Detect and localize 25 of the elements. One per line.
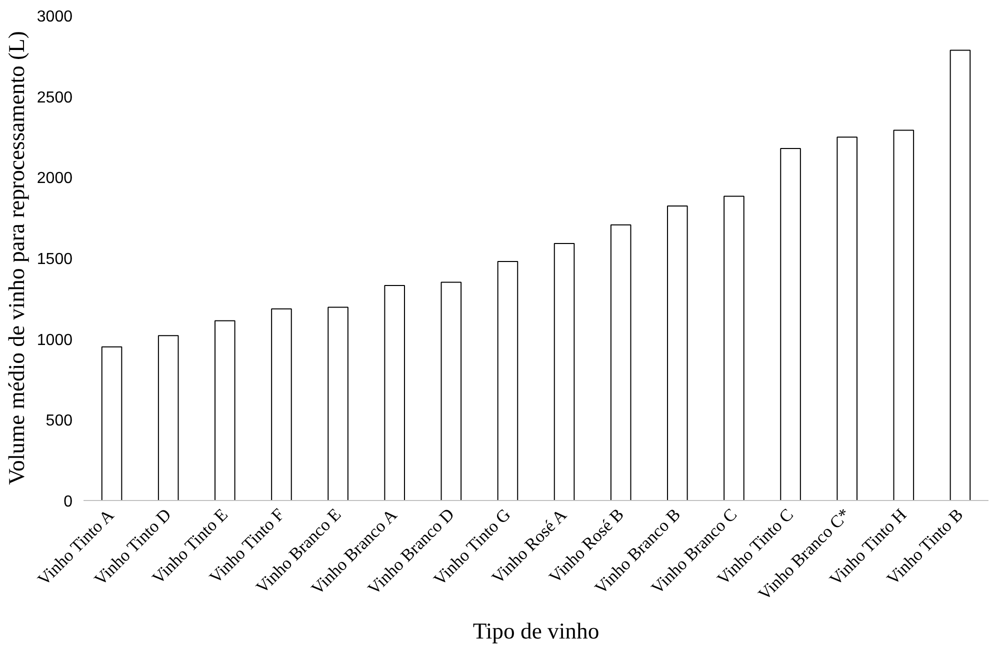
y-axis-title: Volume médio de vinho para reprocessamento (L) — [4, 31, 29, 485]
bar — [214, 320, 236, 500]
y-tick-label: 2000 — [36, 170, 73, 188]
bar — [893, 130, 914, 500]
bar — [780, 148, 801, 500]
bar — [158, 335, 179, 500]
bar — [667, 205, 688, 500]
bar — [101, 346, 122, 500]
y-tick-label: 500 — [46, 412, 73, 430]
bar — [610, 224, 632, 500]
bar — [950, 50, 971, 500]
bar — [836, 136, 858, 500]
x-axis-title: Tipo de vinho — [472, 618, 600, 644]
bar — [440, 282, 462, 500]
bar — [497, 261, 518, 500]
bar — [554, 242, 575, 500]
y-tick-label: 1000 — [36, 332, 73, 349]
y-tick-label: 2500 — [36, 89, 73, 106]
y-tick-label: 0 — [64, 494, 73, 510]
bar — [328, 306, 348, 500]
y-tick-label: 1500 — [36, 251, 73, 268]
y-tick-label: 3000 — [36, 8, 73, 26]
bar — [384, 284, 405, 500]
bar — [271, 308, 292, 500]
bar — [724, 196, 744, 500]
